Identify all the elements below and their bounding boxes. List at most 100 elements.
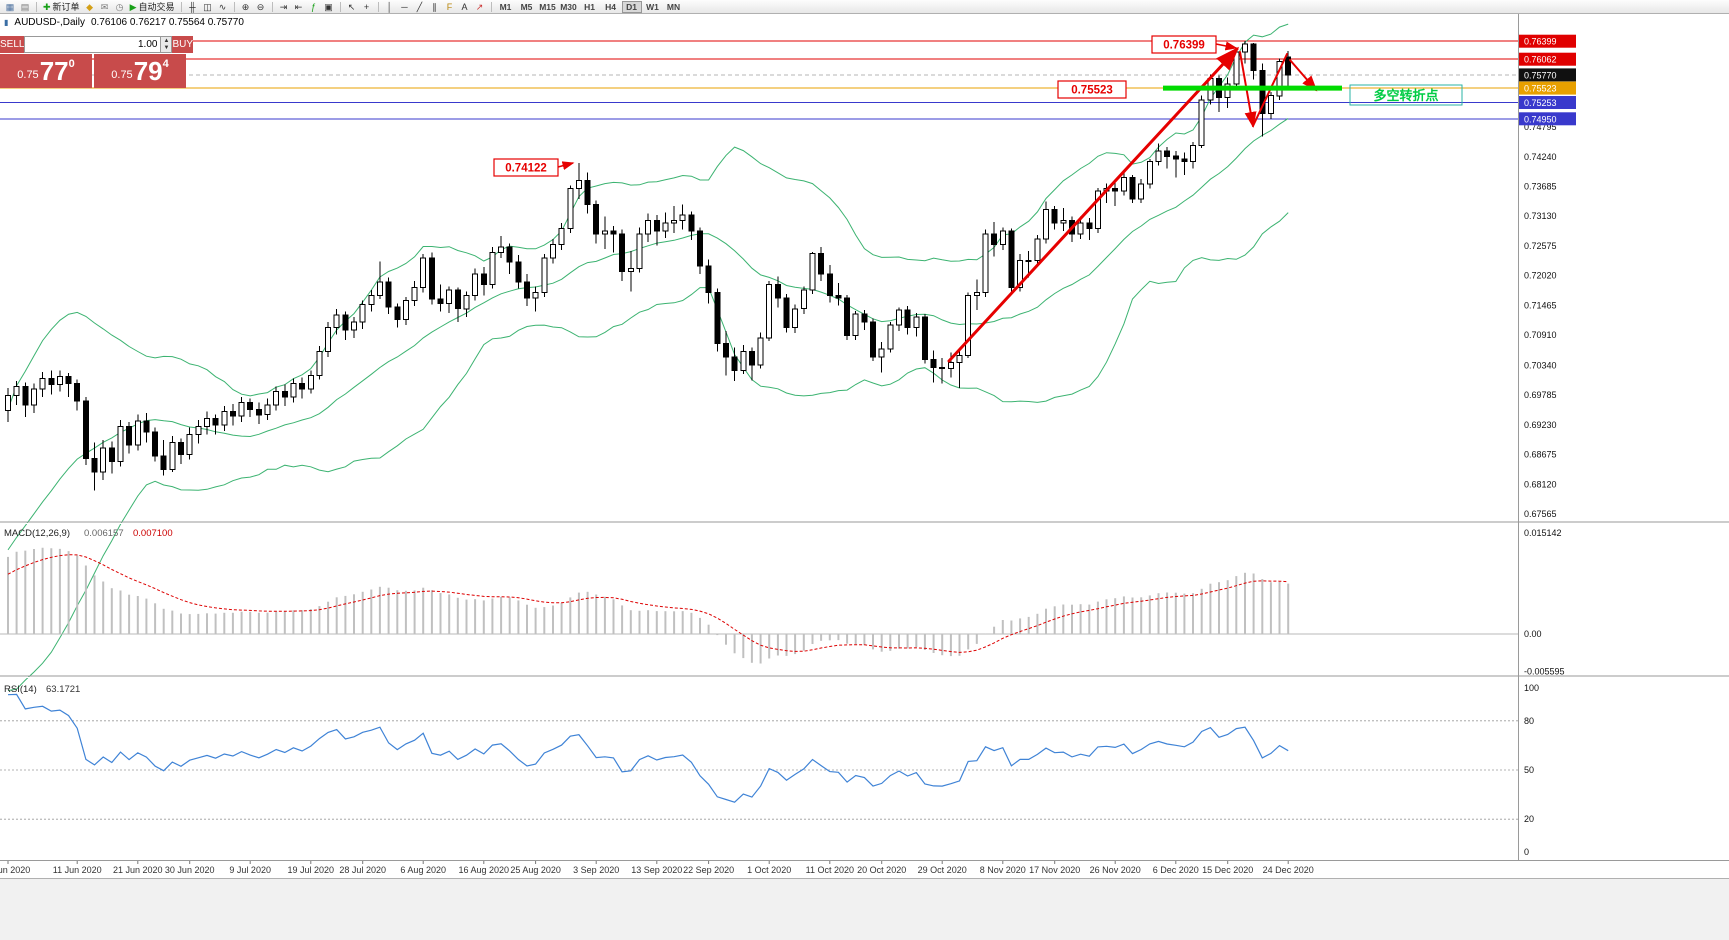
pivot-label-text: 多空转折点 — [1373, 88, 1438, 103]
sell-price-pipette: 0 — [68, 58, 75, 70]
new-chart-icon[interactable]: ▦ — [5, 1, 15, 12]
line-chart-icon[interactable]: ∿ — [218, 1, 227, 12]
buy-price-big: 79 — [133, 56, 163, 86]
volume-up-button[interactable]: ▲ — [161, 37, 172, 45]
crosshair-icon[interactable]: + — [363, 1, 370, 12]
price-callout-box[interactable] — [493, 158, 559, 177]
macd-main-value: 0.006157 — [84, 528, 124, 539]
svg-text:0.00: 0.00 — [1524, 629, 1542, 639]
toolbar-separator — [490, 1, 492, 12]
bollinger-upper-line — [7, 23, 1289, 410]
trend-arrow[interactable] — [1289, 59, 1318, 92]
timeframe-mn-button[interactable]: MN — [666, 1, 681, 12]
one-click-trading-panel: SELL ▲ ▼ BUY 0.75 77 0 0.75 79 4 — [0, 36, 194, 88]
timeframe-m30-button[interactable]: M30 — [560, 1, 577, 12]
volume-input-wrap: ▲ ▼ — [24, 36, 173, 53]
svg-text:0.73685: 0.73685 — [1524, 182, 1557, 192]
buy-price-pipette: 4 — [162, 58, 169, 70]
macd-panel-label: MACD(12,26,9) — [4, 528, 70, 539]
timeframe-m15-button[interactable]: M15 — [539, 1, 556, 12]
equidistant-channel-icon[interactable]: ∥ — [432, 1, 437, 12]
zoom-out-icon[interactable]: ⊖ — [256, 1, 265, 12]
text-label-icon[interactable]: A — [461, 1, 468, 12]
tile-windows-icon[interactable]: ▣ — [324, 1, 333, 12]
toolbar-separator — [377, 1, 379, 12]
sell-price-prefix: 0.75 — [17, 69, 39, 81]
svg-text:11 Oct 2020: 11 Oct 2020 — [806, 865, 854, 875]
chart-shift-icon[interactable]: ⇤ — [294, 1, 303, 12]
toolbar-separator — [271, 1, 273, 12]
svg-text:50: 50 — [1524, 765, 1534, 775]
bar-chart-icon[interactable]: ╫ — [189, 1, 196, 12]
new-order-button[interactable]: ✚ 新订单 — [43, 1, 80, 13]
timeframe-m1-button[interactable]: M1 — [499, 1, 512, 12]
svg-text:0.72575: 0.72575 — [1524, 241, 1557, 251]
trendline-icon[interactable]: ╱ — [416, 1, 423, 12]
candlestick-chart-icon[interactable]: ◫ — [203, 1, 212, 12]
macd-signal-value: 0.007100 — [133, 528, 173, 539]
horizontal-line-icon[interactable]: ─ — [401, 1, 408, 12]
svg-text:0.68120: 0.68120 — [1524, 479, 1557, 489]
zoom-in-icon[interactable]: ⊕ — [241, 1, 250, 12]
svg-text:0.75253: 0.75253 — [1524, 98, 1557, 108]
svg-text:0.74240: 0.74240 — [1524, 152, 1557, 162]
main-toolbar: ▦ ▤ ✚ 新订单 ◆ ✉ ◷ ▶ 自动交易 ╫ ◫ ∿ ⊕ ⊖ ⇥ ⇤ ƒ ▣ ↖ + │ ─ ╱ ∥ F A ↗ M1 M5 M15 M… — [0, 0, 1729, 14]
svg-text:0.76062: 0.76062 — [1524, 55, 1557, 65]
svg-text:0.73130: 0.73130 — [1524, 211, 1557, 221]
svg-text:0.67565: 0.67565 — [1524, 509, 1557, 519]
market-watch-icon[interactable]: ▤ — [20, 1, 30, 12]
volume-down-button[interactable]: ▼ — [161, 44, 172, 52]
sell-label[interactable]: SELL — [0, 36, 25, 53]
fibonacci-icon[interactable]: F — [446, 1, 453, 12]
svg-text:0.74795: 0.74795 — [1524, 122, 1557, 132]
svg-text:0.69785: 0.69785 — [1524, 390, 1557, 400]
autotrading-button[interactable]: ▶ 自动交易 — [129, 1, 175, 13]
timeframe-m5-button[interactable]: M5 — [520, 1, 533, 12]
svg-text:28 Jul 2020: 28 Jul 2020 — [339, 865, 386, 875]
svg-text:0.69230: 0.69230 — [1524, 420, 1557, 430]
ohlc-values: 0.76106 0.76217 0.75564 0.75770 — [90, 17, 244, 28]
chart-canvas[interactable]: 0.74795 0.74240 0.73685 0.73130 0.72575 0.720… — [0, 0, 1729, 878]
arrows-icon[interactable]: ↗ — [475, 1, 484, 12]
svg-text:20: 20 — [1524, 814, 1534, 824]
mailbox-icon[interactable]: ✉ — [100, 1, 109, 12]
svg-text:0.75770: 0.75770 — [1524, 70, 1557, 80]
svg-text:20 Oct 2020: 20 Oct 2020 — [857, 865, 906, 875]
auto-scroll-icon[interactable]: ⇥ — [279, 1, 288, 12]
timeframe-h4-button[interactable]: H4 — [605, 1, 616, 12]
horizontal-level-lines[interactable] — [0, 40, 1518, 120]
buy-label[interactable]: BUY — [172, 36, 194, 53]
toolbar-separator — [180, 1, 182, 12]
timeframe-d1-button[interactable]: D1 — [621, 0, 642, 13]
svg-text:9 Jul 2020: 9 Jul 2020 — [229, 865, 271, 875]
svg-text:0.70910: 0.70910 — [1524, 330, 1557, 340]
vertical-line-icon[interactable]: │ — [386, 1, 393, 12]
svg-text:1 Jun 2020: 1 Jun 2020 — [0, 865, 30, 875]
bollinger-middle-line — [7, 117, 1289, 551]
sell-button[interactable]: 0.75 77 0 — [0, 54, 92, 88]
price-callout-box[interactable] — [1057, 80, 1127, 99]
toolbar-separator — [339, 1, 341, 12]
svg-text:6 Aug 2020: 6 Aug 2020 — [400, 865, 446, 875]
mql-community-icon[interactable]: ◆ — [86, 1, 94, 12]
indicators-icon[interactable]: ƒ — [310, 1, 316, 12]
macd-histogram — [7, 547, 1290, 664]
pivot-label-box[interactable] — [1349, 84, 1463, 106]
rsi-panel-label: RSI(14) — [4, 684, 37, 695]
svg-text:1 Oct 2020: 1 Oct 2020 — [747, 865, 791, 875]
volume-input[interactable] — [25, 37, 161, 52]
svg-text:16 Aug 2020: 16 Aug 2020 — [459, 865, 510, 875]
timeframe-w1-button[interactable]: W1 — [646, 1, 659, 12]
history-center-icon[interactable]: ◷ — [115, 1, 124, 12]
bottom-gutter — [0, 878, 1729, 940]
buy-button[interactable]: 0.75 79 4 — [94, 54, 186, 88]
macd-signal-line — [7, 554, 1289, 653]
toolbar-separator — [36, 1, 37, 12]
timeframe-h1-button[interactable]: H1 — [584, 1, 595, 12]
buy-price-prefix: 0.75 — [111, 69, 133, 81]
trend-arrow[interactable] — [947, 46, 1240, 363]
svg-text:0.70340: 0.70340 — [1524, 361, 1557, 371]
rsi-line — [7, 693, 1289, 803]
cursor-icon[interactable]: ↖ — [347, 1, 356, 12]
